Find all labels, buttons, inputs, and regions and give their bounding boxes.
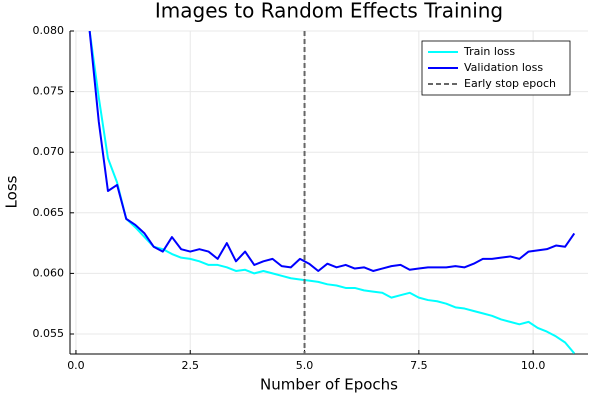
legend-label: Early stop epoch: [464, 77, 556, 90]
y-tick-label: 0.075: [33, 85, 65, 98]
x-axis-label: Number of Epochs: [260, 376, 398, 394]
series-line: [88, 31, 576, 272]
y-tick-label: 0.080: [33, 24, 65, 37]
x-tick-label: 0.0: [67, 359, 85, 372]
y-tick-label: 0.060: [33, 266, 65, 279]
series-line: [88, 31, 576, 354]
legend-label: Validation loss: [464, 61, 543, 74]
y-axis-label: Loss: [3, 175, 21, 208]
x-tick-label: 2.5: [181, 359, 199, 372]
x-tick-label: 7.5: [410, 359, 428, 372]
chart-title: Images to Random Effects Training: [155, 0, 503, 23]
x-tick-label: 5.0: [296, 359, 314, 372]
y-tick-label: 0.065: [33, 206, 65, 219]
y-tick-label: 0.070: [33, 145, 65, 158]
x-tick-label: 10.0: [521, 359, 546, 372]
y-tick-label: 0.055: [33, 327, 65, 340]
legend-label: Train loss: [463, 45, 515, 58]
